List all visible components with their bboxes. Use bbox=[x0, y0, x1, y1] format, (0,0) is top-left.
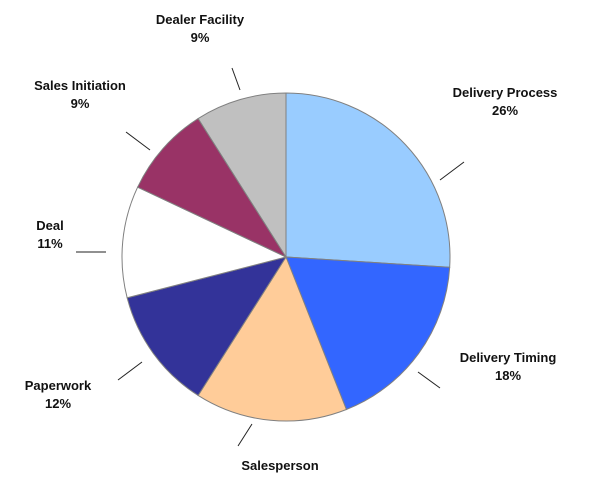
pie-slice-paperwork bbox=[126, 256, 288, 397]
leader-line bbox=[439, 161, 465, 181]
pie-slice-delivery-timing bbox=[285, 256, 451, 411]
leader-line bbox=[417, 371, 441, 389]
slice-label: Dealer Facility bbox=[156, 12, 245, 27]
slice-percent-label: 26% bbox=[492, 103, 518, 118]
leader-line bbox=[231, 67, 241, 91]
pie-slice-delivery-process bbox=[285, 92, 451, 268]
slice-percent-label: 12% bbox=[45, 396, 71, 411]
leader-line bbox=[117, 361, 143, 381]
pie-slice-deal bbox=[121, 186, 288, 299]
slice-label: Paperwork bbox=[25, 378, 92, 393]
slice-label: Deal bbox=[36, 218, 63, 233]
slice-percent-label: 9% bbox=[71, 96, 90, 111]
slice-percent-label: 18% bbox=[495, 368, 521, 383]
leader-line bbox=[237, 423, 253, 447]
slice-label: Delivery Timing bbox=[460, 350, 557, 365]
pie-slice-sales-initiation bbox=[136, 117, 288, 259]
slice-label: Delivery Process bbox=[453, 85, 558, 100]
slice-label: Sales Initiation bbox=[34, 78, 126, 93]
slice-percent-label: 9% bbox=[191, 30, 210, 45]
slice-percent-label: 11% bbox=[37, 236, 63, 251]
leader-line bbox=[125, 131, 151, 151]
pie-slice-dealer-facility bbox=[197, 92, 287, 259]
pie-slice-salesperson bbox=[197, 255, 348, 422]
slice-label: Salesperson bbox=[241, 458, 318, 473]
